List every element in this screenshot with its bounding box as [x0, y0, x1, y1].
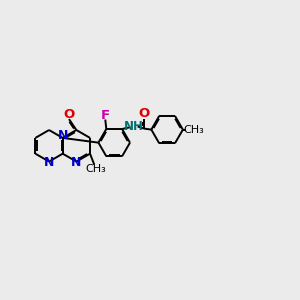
- Text: F: F: [101, 109, 110, 122]
- Text: N: N: [58, 129, 68, 142]
- Text: O: O: [63, 108, 75, 121]
- Text: N: N: [71, 156, 82, 169]
- Text: CH₃: CH₃: [85, 164, 106, 174]
- Text: N: N: [44, 156, 54, 169]
- Text: NH: NH: [124, 120, 144, 134]
- Text: CH₃: CH₃: [184, 124, 204, 135]
- Text: O: O: [138, 107, 150, 120]
